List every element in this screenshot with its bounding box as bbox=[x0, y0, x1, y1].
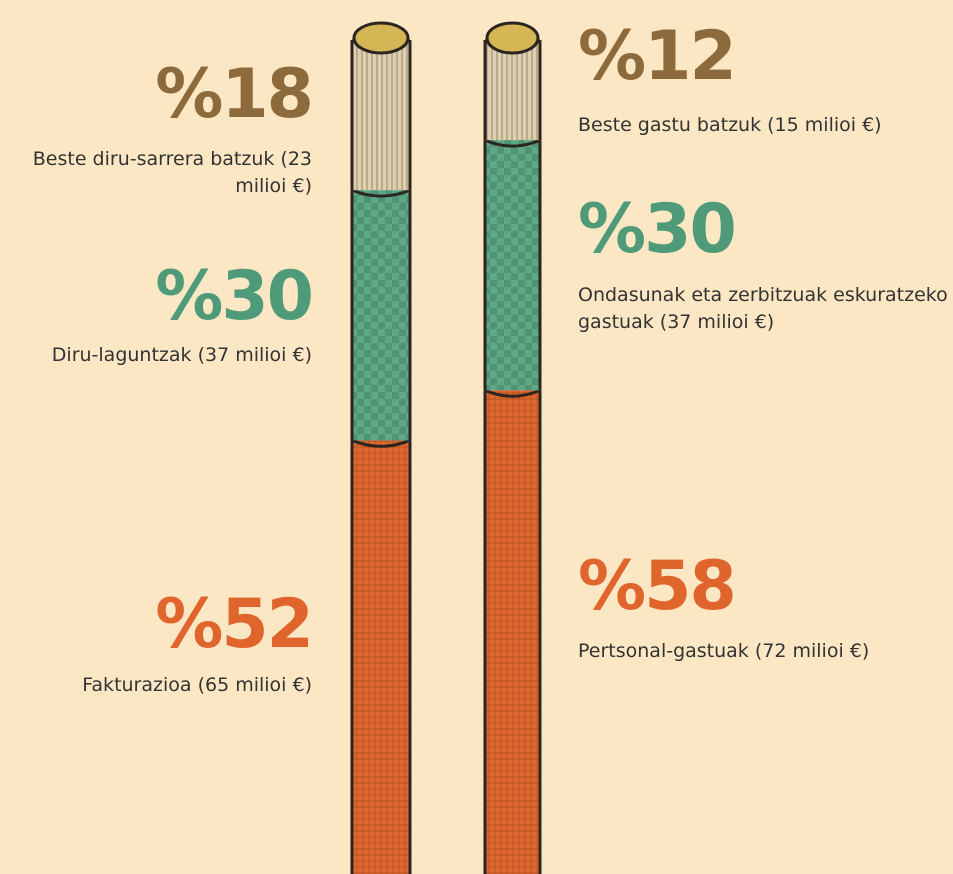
segment-caption: Ondasunak eta zerbitzuak eskuratzeko gas… bbox=[578, 284, 948, 333]
percent-label: %18 bbox=[155, 55, 314, 134]
segment-border bbox=[483, 138, 542, 391]
column-cap bbox=[352, 21, 410, 55]
percent-label: %30 bbox=[578, 190, 737, 269]
segment-caption: Beste gastu batzuk (15 milioi €) bbox=[578, 114, 882, 136]
column-cap bbox=[485, 21, 540, 55]
segment-texture bbox=[352, 440, 410, 874]
percent-label: %12 bbox=[578, 17, 737, 96]
segment-texture bbox=[485, 40, 540, 141]
segment-texture bbox=[352, 190, 410, 441]
segment-texture bbox=[485, 140, 540, 391]
segment-border bbox=[350, 438, 412, 874]
segment-caption: Fakturazioa (65 milioi €) bbox=[82, 674, 312, 696]
segment-texture bbox=[485, 390, 540, 874]
segment-border bbox=[483, 388, 542, 874]
segment-texture bbox=[352, 40, 410, 191]
segment-caption: Diru-laguntzak (37 milioi €) bbox=[51, 344, 312, 366]
percent-label: %30 bbox=[155, 257, 314, 336]
segment-caption: Pertsonal-gastuak (72 milioi €) bbox=[578, 640, 870, 662]
segment-caption: Beste diru-sarrera batzuk (23 milioi €) bbox=[32, 148, 312, 197]
segment-border bbox=[350, 188, 412, 441]
percent-label: %58 bbox=[578, 547, 737, 626]
percent-label: %52 bbox=[155, 585, 314, 664]
